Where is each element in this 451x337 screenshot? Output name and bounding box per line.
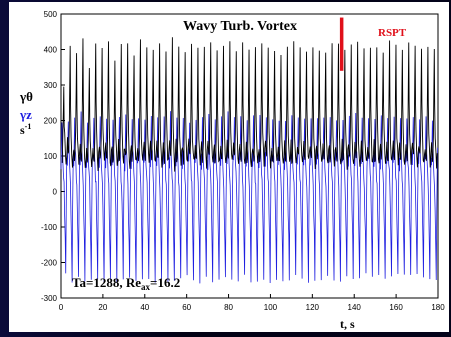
- params-value: =16.2: [150, 275, 180, 290]
- params-sub: ax: [141, 282, 151, 292]
- y-unit-base: s: [20, 123, 25, 137]
- x-tick-label: 160: [389, 303, 403, 312]
- y-tick-label: 500: [44, 10, 58, 19]
- params-label: Ta=1288, Reax=16.2: [72, 275, 180, 292]
- x-tick-label: 0: [59, 303, 64, 312]
- x-tick-label: 120: [306, 303, 320, 312]
- rspt-label: RSPT: [378, 27, 407, 39]
- y-label-gamma-z: γz: [19, 107, 32, 122]
- y-label-gamma-theta: γθ: [19, 89, 33, 104]
- x-tick-label: 60: [182, 303, 191, 312]
- x-axis-label: t, s: [340, 317, 355, 331]
- x-tick-label: 140: [348, 303, 362, 312]
- y-unit-exp: -1: [25, 122, 32, 131]
- y-tick-label: 0: [53, 188, 58, 197]
- series-gamma-z: [60, 111, 439, 284]
- series-layer: [60, 37, 439, 284]
- y-tick-label: -100: [41, 223, 58, 232]
- y-tick-label: 200: [44, 117, 58, 126]
- y-tick-label: -300: [41, 294, 58, 303]
- y-tick-label: 100: [44, 152, 58, 161]
- x-tick-label: 20: [98, 303, 107, 312]
- x-tick-label: 40: [140, 303, 149, 312]
- chart-title: Wavy Turb. Vortex: [183, 19, 297, 34]
- x-axis-ticks: 0 20 40 60 80 100 120 140 160 180: [59, 294, 445, 312]
- series-gamma-theta: [61, 37, 438, 172]
- x-tick-label: 100: [264, 303, 278, 312]
- y-label-unit: s-1: [20, 122, 31, 137]
- y-tick-label: -200: [41, 259, 58, 268]
- y-tick-label: 400: [44, 46, 58, 55]
- y-tick-label: 300: [44, 81, 58, 90]
- params-ta: Ta=1288, Re: [72, 275, 141, 290]
- x-tick-label: 80: [224, 303, 233, 312]
- x-tick-label: 180: [431, 303, 445, 312]
